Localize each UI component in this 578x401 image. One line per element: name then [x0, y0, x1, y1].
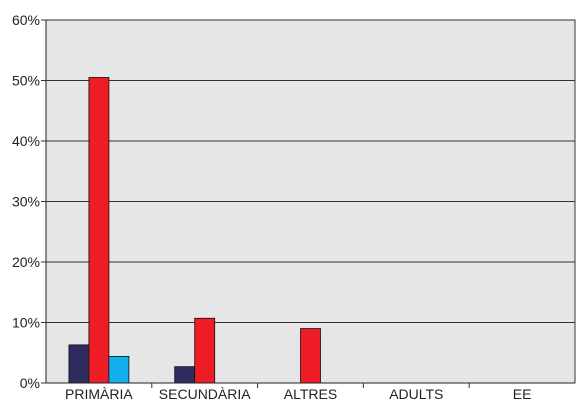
y-tick-label: 50%	[12, 73, 40, 89]
x-tick-label: ADULTS	[389, 386, 443, 401]
y-tick-label: 40%	[12, 133, 40, 149]
y-tick-label: 10%	[12, 315, 40, 331]
y-tick-label: 60%	[12, 12, 40, 28]
bar	[174, 366, 196, 384]
x-tick-label: ALTRES	[284, 386, 337, 401]
y-tick-label: 0%	[20, 375, 40, 391]
gridlines	[46, 19, 575, 323]
bar	[194, 317, 216, 384]
x-tick-label: SECUNDÀRIA	[159, 386, 251, 401]
y-tick-label: 30%	[12, 194, 40, 210]
bar	[108, 355, 130, 384]
y-axis-ticks: 0% 10% 20% 30% 40% 50% 60%	[12, 12, 46, 391]
x-axis-ticks: PRIMÀRIA SECUNDÀRIA ALTRES ADULTS EE	[65, 383, 531, 401]
bars	[68, 77, 321, 384]
bar	[300, 328, 321, 384]
x-tick-label: PRIMÀRIA	[65, 386, 133, 401]
y-tick-label: 20%	[12, 254, 40, 270]
x-tick-label: EE	[513, 386, 532, 401]
bar	[68, 344, 90, 384]
bar	[88, 77, 110, 384]
